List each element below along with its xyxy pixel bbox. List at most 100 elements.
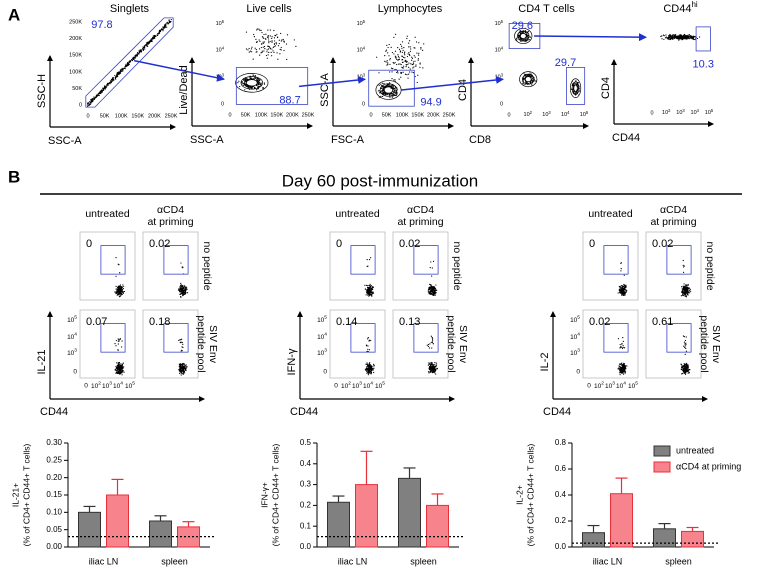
bar <box>582 532 605 548</box>
event-dot <box>431 293 433 295</box>
event-dot <box>118 72 120 74</box>
event-dot <box>183 291 185 293</box>
gate-percentage: 0.02 <box>149 238 170 250</box>
tick-base: 10 <box>91 383 99 390</box>
event-dot <box>277 58 279 60</box>
event-dot <box>136 54 138 56</box>
event-dot <box>181 341 183 344</box>
event-dot <box>432 367 434 369</box>
event-dot <box>87 104 89 106</box>
event-dot <box>433 365 435 367</box>
event-dot <box>366 292 368 294</box>
gate <box>413 245 439 275</box>
event-dot <box>394 55 396 57</box>
event-dot <box>258 48 261 50</box>
event-dot <box>283 49 285 52</box>
event-dot <box>383 91 385 93</box>
event-dot <box>368 294 370 296</box>
y-tick-label: 104 <box>357 46 366 54</box>
event-dot <box>383 86 385 88</box>
event-dot <box>675 36 677 39</box>
tick-exponent: 5 <box>711 108 714 113</box>
y-tick-label: 103 <box>67 348 77 357</box>
event-dot <box>365 290 368 292</box>
event-dot <box>90 102 92 104</box>
event-dot <box>122 68 124 70</box>
event-dot <box>256 28 258 30</box>
event-dot <box>122 284 124 286</box>
bar <box>653 528 676 548</box>
event-dot <box>372 369 374 371</box>
density-contour <box>379 83 398 97</box>
event-dot <box>428 368 431 371</box>
event-dot <box>182 366 184 368</box>
event-dot <box>158 29 161 31</box>
event-dot <box>687 289 689 291</box>
event-dot <box>621 362 623 364</box>
event-dot <box>262 41 264 43</box>
event-dot <box>144 44 146 47</box>
event-dot <box>418 52 420 54</box>
event-dot <box>385 49 388 51</box>
event-dot <box>262 86 264 89</box>
event-dot <box>409 54 411 57</box>
event-dot <box>245 85 247 87</box>
tick-exponent: 3 <box>109 381 112 387</box>
event-dot <box>179 372 181 375</box>
event-dot <box>390 87 392 89</box>
event-dot <box>259 83 261 86</box>
event-dot <box>258 83 260 85</box>
event-dot <box>412 72 414 74</box>
event-dot <box>280 49 282 51</box>
event-dot <box>269 48 272 50</box>
event-dot <box>428 363 430 365</box>
event-dot <box>397 59 399 61</box>
event-dot <box>432 291 434 293</box>
event-dot <box>164 25 166 27</box>
event-dot <box>271 36 273 38</box>
event-dot <box>672 38 674 40</box>
event-dot <box>261 31 263 34</box>
y-tick-label: 0.6 <box>555 464 567 473</box>
event-dot <box>114 343 116 345</box>
event-dot <box>665 34 667 36</box>
y-tick-label: 104 <box>317 332 327 341</box>
event-dot <box>683 294 685 297</box>
event-dot <box>121 289 123 291</box>
event-dot <box>661 35 663 37</box>
event-dot <box>404 57 406 59</box>
bar <box>355 484 378 548</box>
event-dot <box>117 372 119 374</box>
tick-base: 10 <box>317 334 325 341</box>
tick-exponent: 4 <box>577 332 580 338</box>
event-dot <box>401 41 404 43</box>
event-dot <box>430 261 432 263</box>
event-dot <box>370 373 372 375</box>
event-dot <box>246 86 248 88</box>
x-tick-label: 102 <box>341 381 351 390</box>
event-dot <box>619 346 622 348</box>
event-dot <box>399 63 401 65</box>
row-label: SIV Env <box>207 325 219 364</box>
event-dot <box>389 59 391 61</box>
event-dot <box>116 73 118 75</box>
event-dot <box>686 36 688 38</box>
event-dot <box>151 40 153 42</box>
plot-title: Lymphocytes <box>378 3 443 15</box>
event-dot <box>389 57 391 60</box>
y-axis-label: (% of CD4+ CD44+ T cells) <box>525 443 535 546</box>
tick-exponent: 3 <box>577 348 580 354</box>
event-dot <box>621 347 624 350</box>
event-dot <box>117 288 119 290</box>
event-dot <box>147 45 149 47</box>
event-dot <box>393 90 395 92</box>
event-dot <box>97 93 99 95</box>
event-dot <box>625 289 627 291</box>
event-dot <box>685 371 687 373</box>
tick-base: 10 <box>216 48 222 54</box>
event-dot <box>119 363 121 365</box>
event-dot <box>676 36 678 38</box>
event-dot <box>435 284 437 286</box>
event-dot <box>124 68 126 70</box>
event-dot <box>408 73 410 75</box>
